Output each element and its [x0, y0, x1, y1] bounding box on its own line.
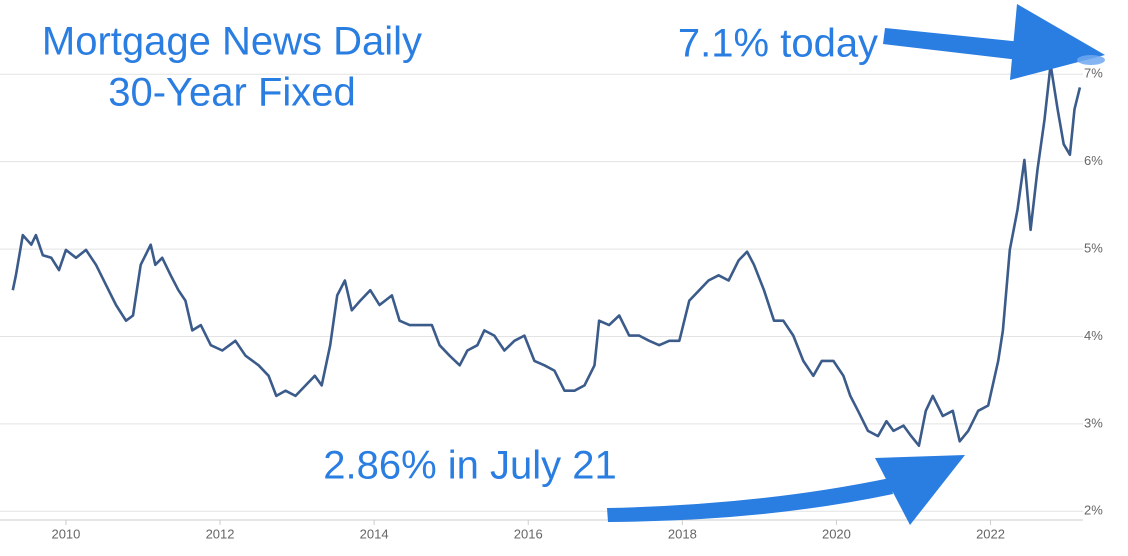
x-tick-label: 2012 [206, 526, 235, 541]
chart-title: Mortgage News Daily [42, 20, 422, 64]
plot-layer [11, 63, 1082, 447]
x-tick-label: 2018 [668, 526, 697, 541]
x-tick-label: 2010 [51, 526, 80, 541]
arrow-shaft [883, 28, 1022, 60]
y-tick-label: 4% [1084, 328, 1103, 343]
arrow-head [875, 455, 965, 525]
annotation: 2.86% in July 21 [323, 444, 617, 488]
y-tick-label: 5% [1084, 241, 1103, 256]
x-tick-label: 2014 [360, 526, 389, 541]
marker-blob [1077, 55, 1105, 65]
x-tick-label: 2016 [514, 526, 543, 541]
y-tick-label: 2% [1084, 503, 1103, 518]
y-tick-label: 3% [1084, 415, 1103, 430]
chart-subtitle: 30-Year Fixed [108, 71, 356, 115]
y-tick-label: 6% [1084, 153, 1103, 168]
line-series [11, 63, 1082, 447]
annotation: 7.1% today [678, 22, 878, 66]
grid-layer: 2% 3% 4% 5% 6% 7% 2010 2012 2014 2016 2018 2020 2022 [0, 66, 1103, 541]
arrow-shaft [607, 478, 893, 522]
x-tick-label: 2020 [822, 526, 851, 541]
y-tick-label: 7% [1084, 66, 1103, 81]
x-tick-label: 2022 [976, 526, 1005, 541]
